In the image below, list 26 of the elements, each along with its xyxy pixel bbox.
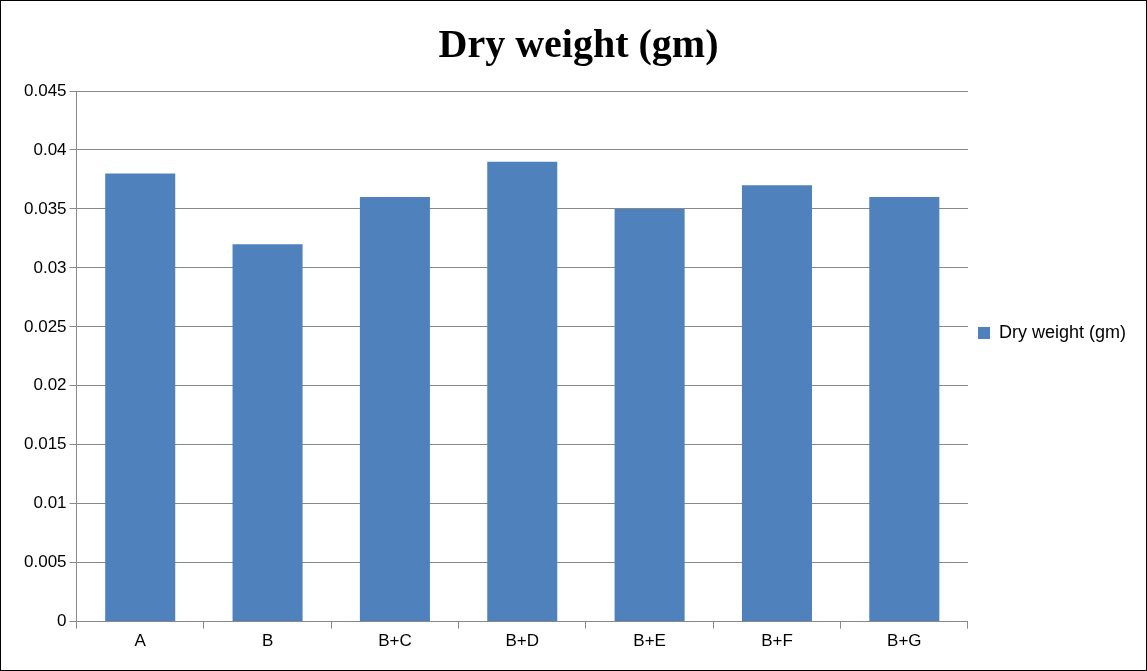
- x-tick-label: B+E: [633, 631, 666, 651]
- bar: [487, 161, 558, 622]
- bar: [105, 173, 176, 622]
- x-tick-label: B+D: [505, 631, 540, 651]
- bar: [741, 185, 812, 622]
- x-tick-label: B+G: [887, 631, 922, 651]
- y-tick-label: 0.04: [33, 139, 67, 159]
- bar: [232, 244, 303, 622]
- bar: [359, 197, 430, 622]
- legend-label: Dry weight (gm): [998, 321, 1127, 342]
- y-tick-label: 0.005: [23, 552, 67, 572]
- x-tick-label: B: [261, 631, 274, 651]
- bar: [614, 208, 685, 622]
- y-tick-label: 0.025: [23, 316, 67, 336]
- y-tick-label: 0.03: [33, 257, 67, 277]
- y-tick-label: 0.035: [23, 198, 67, 218]
- y-tick-label: 0.01: [33, 493, 67, 513]
- chart-title: Dry weight (gm): [438, 21, 719, 67]
- x-tick-label: B+C: [378, 631, 412, 651]
- y-tick-label: 0.015: [23, 434, 67, 454]
- x-tick-label: B+F: [761, 631, 793, 651]
- x-tick-label: A: [134, 631, 147, 651]
- y-tick-label: 0.045: [23, 80, 67, 100]
- y-tick-label: 0: [57, 611, 67, 631]
- y-tick-label: 0.02: [33, 375, 67, 395]
- bar: [869, 197, 940, 622]
